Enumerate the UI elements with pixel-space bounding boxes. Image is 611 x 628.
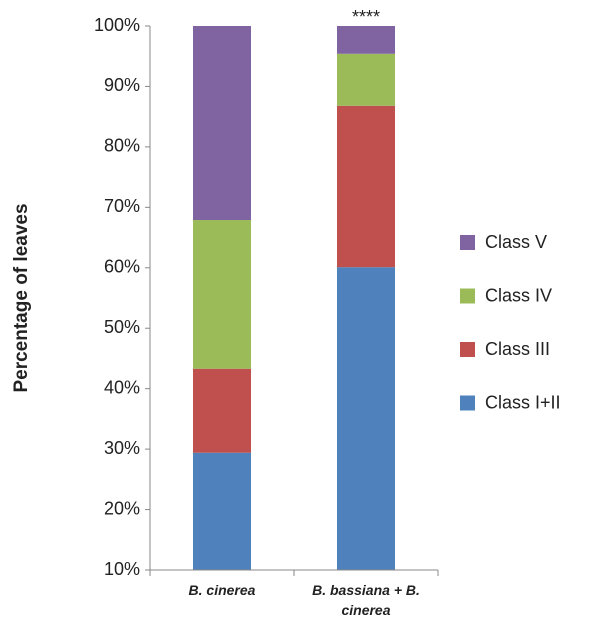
bar-segment: [193, 368, 251, 453]
y-axis-label: Percentage of leaves: [11, 203, 32, 392]
y-tick-label: 40%: [104, 377, 140, 397]
bar-segment: [337, 105, 395, 268]
y-tick-label: 50%: [104, 317, 140, 337]
legend-swatch: [460, 395, 475, 411]
legend-swatch: [460, 288, 475, 304]
y-tick-label: 10%: [104, 559, 140, 579]
y-tick-label: 30%: [104, 438, 140, 458]
legend-label: Class I+II: [485, 392, 561, 412]
annotation: ****: [352, 7, 380, 27]
x-tick-label: B. bassiana + B. cinerea: [312, 582, 420, 618]
y-tick-label: 70%: [104, 196, 140, 216]
legend-swatch: [460, 342, 475, 357]
bar-segment: [337, 267, 395, 570]
legend-label: Class V: [485, 232, 547, 252]
bar-segment: [337, 53, 395, 106]
y-tick-label: 80%: [104, 136, 140, 156]
bar-segment: [193, 26, 251, 221]
bar-segment: [193, 220, 251, 369]
legend-label: Class III: [485, 339, 550, 359]
bar-segment: [337, 26, 395, 54]
y-tick-label: 90%: [104, 75, 140, 95]
x-tick-label: B. cinerea: [188, 582, 256, 598]
legend-label: Class IV: [485, 285, 552, 305]
bar-segment: [193, 452, 251, 570]
y-tick-label: 100%: [94, 15, 140, 35]
bars: [193, 26, 395, 570]
y-tick-label: 20%: [104, 498, 140, 518]
y-tick-label: 60%: [104, 257, 140, 277]
legend-swatch: [460, 235, 475, 250]
